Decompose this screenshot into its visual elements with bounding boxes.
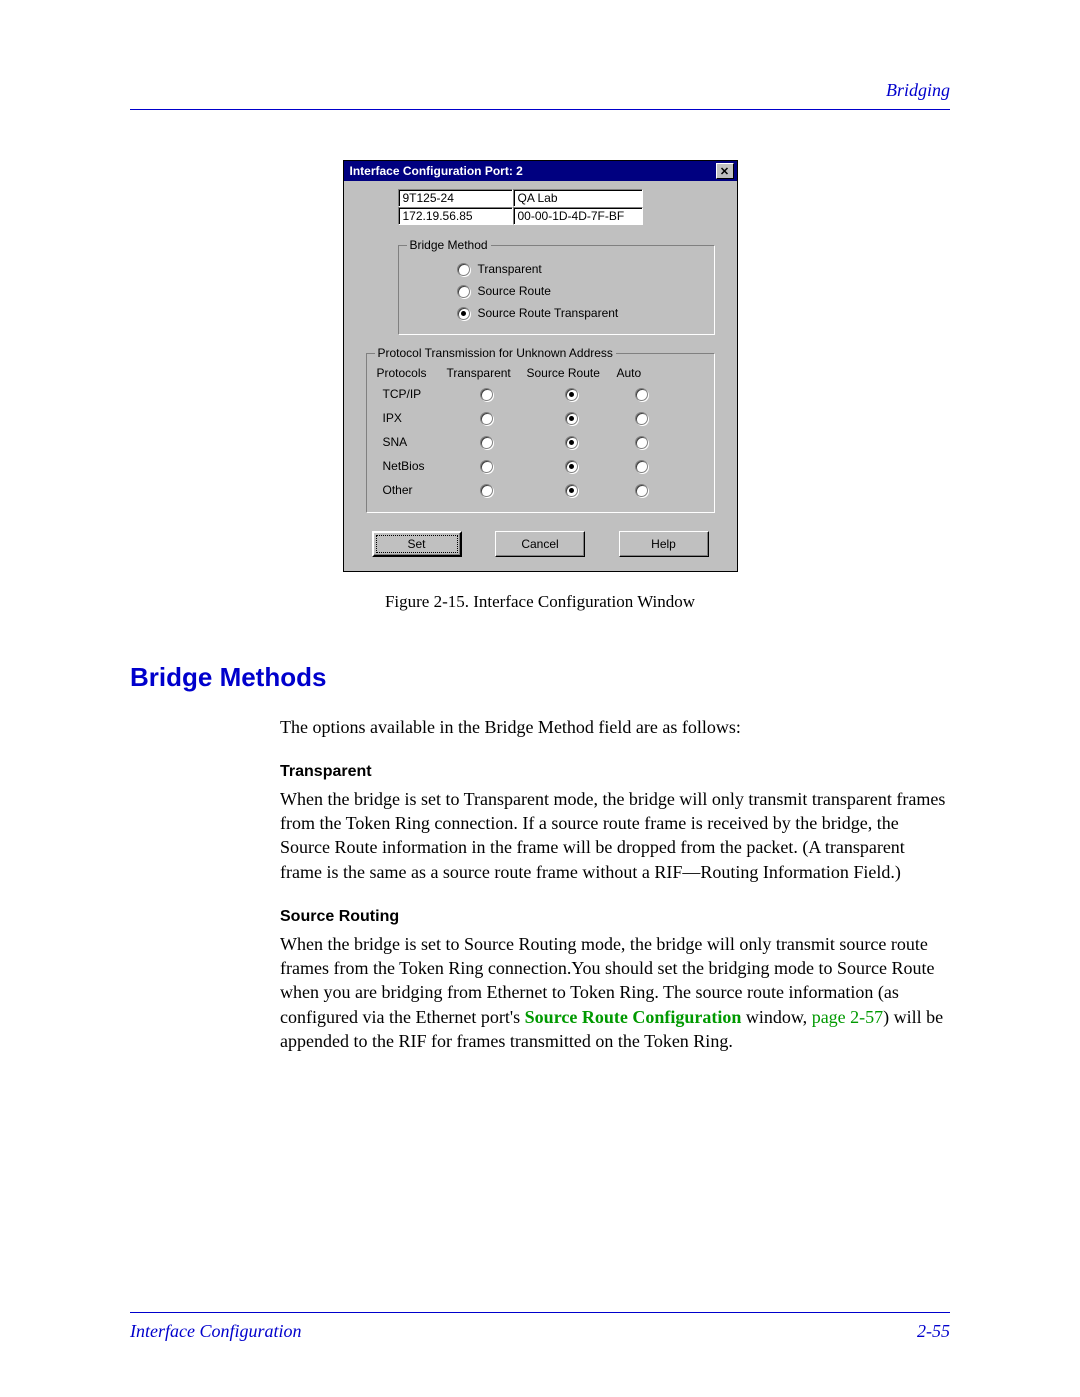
dialog-title: Interface Configuration Port: 2: [350, 164, 716, 178]
radio-label: Transparent: [478, 262, 542, 276]
device-ip-field: 172.19.56.85: [398, 207, 513, 225]
proto-sna-label: SNA: [377, 430, 447, 454]
sna-transparent[interactable]: [447, 430, 527, 454]
device-name-field: QA Lab: [513, 189, 643, 207]
bridge-method-group: Bridge Method Transparent Source Route S…: [398, 245, 715, 335]
radio-icon: [480, 412, 493, 425]
footer-right: 2-55: [917, 1321, 950, 1342]
device-model-field: 9T125-24: [398, 189, 513, 207]
radio-icon: [480, 460, 493, 473]
protocol-transmission-group: Protocol Transmission for Unknown Addres…: [366, 353, 715, 513]
proto-netbios-label: NetBios: [377, 454, 447, 478]
cancel-button[interactable]: Cancel: [495, 531, 585, 557]
radio-label: Source Route Transparent: [478, 306, 619, 320]
protocol-legend: Protocol Transmission for Unknown Addres…: [375, 346, 616, 360]
radio-icon: [565, 436, 578, 449]
radio-icon: [565, 484, 578, 497]
sna-auto[interactable]: [617, 430, 667, 454]
netbios-source-route[interactable]: [527, 454, 617, 478]
set-button[interactable]: Set: [372, 531, 462, 557]
help-button[interactable]: Help: [619, 531, 709, 557]
col-transparent: Transparent: [447, 364, 527, 382]
transparent-body: When the bridge is set to Transparent mo…: [280, 789, 945, 882]
radio-icon: [480, 436, 493, 449]
page-ref-link[interactable]: page 2-57: [812, 1007, 883, 1027]
col-protocols: Protocols: [377, 364, 447, 382]
radio-icon: [635, 388, 648, 401]
ipx-source-route[interactable]: [527, 406, 617, 430]
section-heading: Bridge Methods: [130, 662, 950, 693]
transparent-paragraph: Transparent When the bridge is set to Tr…: [280, 761, 950, 884]
other-transparent[interactable]: [447, 478, 527, 502]
transparent-title: Transparent: [280, 761, 950, 783]
source-routing-body2: window,: [741, 1007, 811, 1027]
col-source-route: Source Route: [527, 364, 617, 382]
radio-icon: [635, 484, 648, 497]
figure-caption: Figure 2-15. Interface Configuration Win…: [130, 592, 950, 612]
other-auto[interactable]: [617, 478, 667, 502]
radio-icon: [635, 412, 648, 425]
proto-other-label: Other: [377, 478, 447, 502]
radio-icon: [457, 285, 470, 298]
radio-icon: [480, 484, 493, 497]
tcpip-auto[interactable]: [617, 382, 667, 406]
proto-tcpip-label: TCP/IP: [377, 382, 447, 406]
ipx-auto[interactable]: [617, 406, 667, 430]
radio-icon: [565, 412, 578, 425]
device-mac-field: 00-00-1D-4D-7F-BF: [513, 207, 643, 225]
tcpip-transparent[interactable]: [447, 382, 527, 406]
other-source-route[interactable]: [527, 478, 617, 502]
sna-source-route[interactable]: [527, 430, 617, 454]
source-routing-title: Source Routing: [280, 906, 950, 928]
radio-icon: [457, 307, 470, 320]
radio-transparent[interactable]: Transparent: [409, 258, 704, 280]
dialog-titlebar: Interface Configuration Port: 2 ✕: [344, 161, 737, 181]
source-routing-paragraph: Source Routing When the bridge is set to…: [280, 906, 950, 1053]
ipx-transparent[interactable]: [447, 406, 527, 430]
proto-ipx-label: IPX: [377, 406, 447, 430]
radio-source-route[interactable]: Source Route: [409, 280, 704, 302]
radio-icon: [635, 460, 648, 473]
radio-icon: [565, 460, 578, 473]
netbios-transparent[interactable]: [447, 454, 527, 478]
radio-icon: [457, 263, 470, 276]
radio-source-route-transparent[interactable]: Source Route Transparent: [409, 302, 704, 324]
radio-icon: [565, 388, 578, 401]
tcpip-source-route[interactable]: [527, 382, 617, 406]
col-auto: Auto: [617, 364, 667, 382]
netbios-auto[interactable]: [617, 454, 667, 478]
radio-icon: [635, 436, 648, 449]
bridge-method-legend: Bridge Method: [407, 238, 491, 252]
radio-icon: [480, 388, 493, 401]
radio-label: Source Route: [478, 284, 551, 298]
close-icon[interactable]: ✕: [716, 163, 734, 179]
interface-config-dialog: Interface Configuration Port: 2 ✕ 9T125-…: [343, 160, 738, 572]
footer-left: Interface Configuration: [130, 1321, 301, 1342]
intro-paragraph: The options available in the Bridge Meth…: [280, 715, 950, 739]
source-route-config-link[interactable]: Source Route Configuration: [525, 1007, 742, 1027]
page-header: Bridging: [130, 80, 950, 110]
page-footer: Interface Configuration 2-55: [130, 1312, 950, 1342]
